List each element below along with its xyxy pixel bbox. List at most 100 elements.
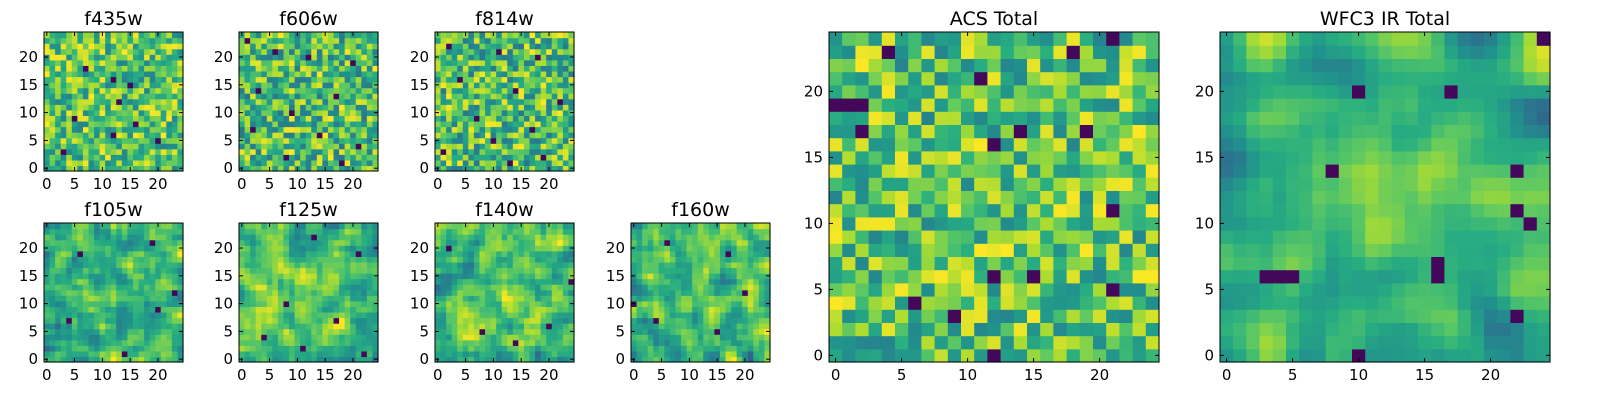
heatmap-cell bbox=[149, 278, 156, 285]
heatmap-cell bbox=[55, 323, 62, 330]
heatmap-cell bbox=[300, 115, 307, 122]
heatmap-cell bbox=[272, 154, 279, 161]
heatmap-cell bbox=[366, 126, 374, 133]
heatmap-cell bbox=[149, 317, 156, 324]
heatmap-cell bbox=[283, 109, 290, 116]
heatmap-cell bbox=[255, 350, 262, 358]
heatmap-cell bbox=[753, 317, 760, 324]
heatmap-cell bbox=[714, 317, 721, 324]
heatmap-cell bbox=[551, 300, 558, 307]
heatmap-cell bbox=[149, 32, 156, 39]
heatmap-cell bbox=[535, 328, 542, 335]
heatmap-cell bbox=[551, 267, 558, 274]
heatmap-cell bbox=[88, 126, 95, 133]
heatmap-cell bbox=[66, 245, 73, 252]
heatmap-cell bbox=[283, 289, 290, 296]
heatmap-cell bbox=[283, 323, 290, 330]
heatmap-cell bbox=[473, 300, 481, 307]
x-tick-label: 10 bbox=[93, 175, 112, 193]
heatmap-cell bbox=[171, 132, 179, 139]
heatmap-cell bbox=[753, 300, 760, 307]
heatmap-cell bbox=[523, 126, 531, 133]
heatmap-cell bbox=[507, 234, 514, 241]
heatmap-cell bbox=[66, 120, 73, 128]
heatmap-cell bbox=[557, 267, 564, 274]
heatmap-cell bbox=[446, 284, 453, 291]
heatmap-cell bbox=[160, 109, 167, 116]
heatmap-cell bbox=[703, 261, 710, 269]
heatmap-cell bbox=[160, 261, 167, 269]
heatmap-cell bbox=[266, 104, 273, 111]
heatmap-cell bbox=[446, 278, 453, 285]
heatmap-cell bbox=[485, 356, 492, 363]
heatmap-cell bbox=[1079, 309, 1094, 323]
heatmap-cell bbox=[540, 273, 547, 280]
heatmap-cell bbox=[501, 228, 508, 235]
heatmap-cell bbox=[266, 273, 273, 280]
heatmap-cell bbox=[60, 32, 67, 39]
heatmap-cell bbox=[895, 216, 909, 231]
heatmap-cell bbox=[55, 261, 62, 269]
heatmap-cell bbox=[77, 76, 84, 83]
heatmap-cell bbox=[255, 295, 262, 302]
heatmap-cell bbox=[94, 250, 101, 257]
heatmap-cell bbox=[523, 65, 531, 72]
heatmap-cell bbox=[132, 54, 140, 61]
heatmap-cell bbox=[116, 48, 123, 55]
heatmap-cell bbox=[562, 98, 570, 105]
heatmap-cell bbox=[149, 345, 156, 352]
heatmap-cell bbox=[496, 59, 503, 66]
heatmap-cell bbox=[66, 350, 73, 358]
y-tick-label: 5 bbox=[28, 131, 38, 149]
heatmap-cell bbox=[60, 295, 67, 302]
heatmap-cell bbox=[523, 54, 531, 61]
heatmap-cell bbox=[66, 65, 73, 72]
heatmap-cell bbox=[636, 350, 643, 358]
heatmap-cell bbox=[127, 76, 134, 83]
heatmap-cell bbox=[535, 159, 542, 167]
heatmap-cell bbox=[507, 48, 514, 55]
heatmap-cell bbox=[725, 278, 732, 285]
heatmap-cell bbox=[244, 239, 251, 246]
heatmap-cell bbox=[562, 54, 570, 61]
heatmap-cell bbox=[82, 334, 90, 341]
heatmap-cell bbox=[1145, 230, 1160, 244]
heatmap-cell bbox=[294, 328, 301, 335]
heatmap-cell bbox=[764, 339, 771, 346]
heatmap-cell bbox=[155, 245, 162, 252]
heatmap-cell bbox=[105, 104, 112, 111]
axes-frame bbox=[43, 222, 184, 363]
heatmap-cell bbox=[355, 223, 362, 230]
heatmap-cell bbox=[1000, 296, 1015, 310]
heatmap-cell bbox=[355, 109, 362, 116]
heatmap-cell bbox=[535, 65, 542, 72]
heatmap-cell bbox=[66, 306, 73, 313]
heatmap-cell bbox=[339, 32, 346, 39]
heatmap-cell bbox=[451, 98, 458, 105]
heatmap-cell bbox=[99, 93, 106, 100]
heatmap-cell bbox=[681, 239, 688, 246]
heatmap-cell bbox=[496, 345, 503, 352]
heatmap-cell bbox=[166, 328, 173, 335]
heatmap-cell bbox=[149, 76, 156, 83]
heatmap-cell bbox=[266, 284, 273, 291]
heatmap-cell bbox=[77, 228, 84, 235]
heatmap-cell bbox=[366, 295, 374, 302]
heatmap-cell bbox=[110, 59, 117, 66]
heatmap-cell bbox=[372, 311, 379, 319]
heatmap-cell bbox=[361, 273, 368, 280]
heatmap-cell bbox=[535, 311, 542, 319]
heatmap-cell bbox=[166, 87, 173, 94]
heatmap-cell bbox=[339, 76, 346, 83]
heatmap-cell bbox=[82, 245, 90, 252]
heatmap-cell bbox=[177, 278, 184, 285]
heatmap-cell bbox=[350, 37, 357, 44]
heatmap-cell bbox=[272, 239, 279, 246]
heatmap-cell bbox=[77, 289, 84, 296]
heatmap-cell bbox=[842, 282, 856, 297]
heatmap-cell bbox=[568, 93, 575, 100]
heatmap-cell bbox=[507, 339, 514, 346]
heatmap-cell bbox=[49, 306, 56, 313]
heatmap-cell bbox=[283, 250, 290, 257]
heatmap-cell bbox=[149, 356, 156, 363]
